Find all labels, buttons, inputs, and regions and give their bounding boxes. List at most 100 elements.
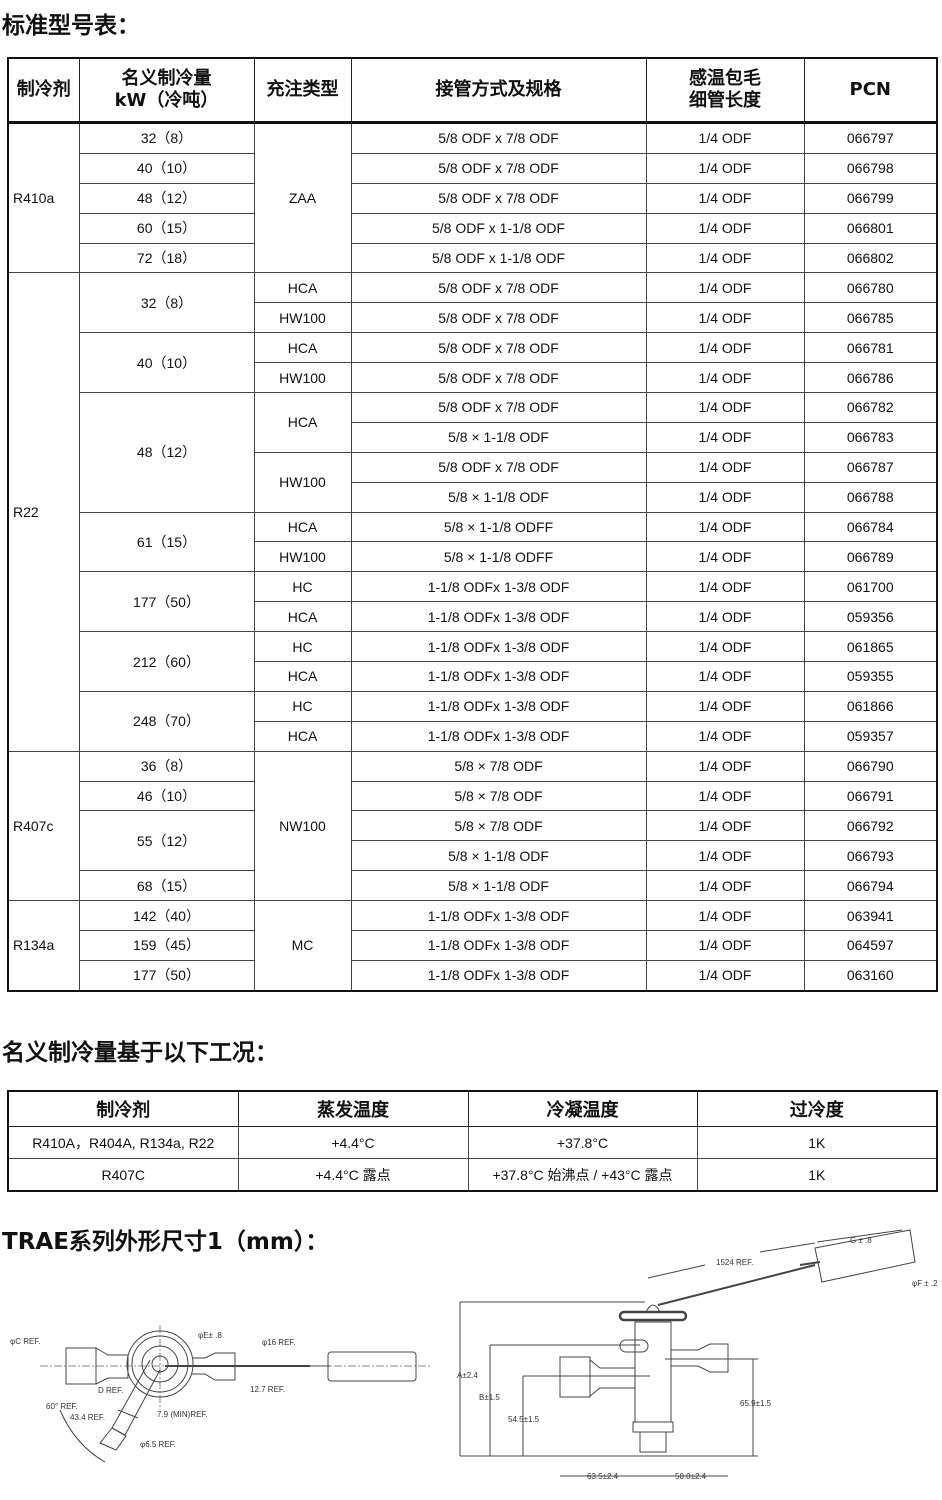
pcn-cell: 059357 bbox=[803, 720, 938, 752]
table-row: HCA 1-1/8 ODFx 1-3/8 ODF 1/4 ODF 059355 bbox=[8, 661, 938, 692]
dim-phi-16: φ16 REF. bbox=[262, 1338, 296, 1347]
table-row: HW100 5/8 ODF x 7/8 ODF 1/4 ODF 066785 bbox=[8, 302, 938, 334]
table-row: 72（18） 5/8 ODF x 1-1/8 ODF 1/4 ODF 066802 bbox=[8, 242, 938, 274]
table-row: HCA 1-1/8 ODFx 1-3/8 ODF 1/4 ODF 059356 bbox=[8, 601, 938, 633]
pcn-cell: 066785 bbox=[803, 302, 938, 334]
connection-cell: 1-1/8 ODFx 1-3/8 ODF bbox=[350, 661, 647, 692]
table-row: HW100 5/8 × 1-1/8 ODFF 1/4 ODF 066789 bbox=[8, 541, 938, 573]
dim-7-9: 7.9 (MIN)REF. bbox=[157, 1410, 208, 1419]
connection-cell: 5/8 × 1-1/8 ODFF bbox=[350, 541, 647, 573]
column-header: 蒸发温度 bbox=[237, 1090, 469, 1127]
capillary-length-cell: 1/4 ODF bbox=[645, 631, 805, 663]
capillary-length-cell: 1/4 ODF bbox=[645, 690, 805, 722]
top-view-drawing: φC REF. φE± .8 φ16 REF. D REF. 12.7 REF.… bbox=[10, 1325, 430, 1463]
pcn-cell: 066782 bbox=[803, 392, 938, 423]
capillary-length-cell: 1/4 ODF bbox=[645, 362, 805, 394]
table-row: R410a 32（8） ZAA 5/8 ODF x 7/8 ODF 1/4 ODF 066… bbox=[7, 121, 938, 274]
table-row: 177（50） HC 1-1/8 ODFx 1-3/8 ODF 1/4 ODF 0617… bbox=[8, 571, 938, 633]
capillary-length-cell: 1/4 ODF bbox=[645, 242, 805, 274]
dim-phi-f: φF ± .2 bbox=[912, 1279, 938, 1288]
capillary-length-cell: 1/4 ODF bbox=[645, 272, 805, 304]
capacity-cell: 40（10） bbox=[78, 332, 255, 394]
pcn-cell: 066786 bbox=[803, 362, 938, 394]
connection-cell: 1-1/8 ODFx 1-3/8 ODF bbox=[350, 720, 647, 752]
capillary-length-cell: 1/4 ODF bbox=[645, 870, 805, 902]
connection-cell: 5/8 × 1-1/8 ODF bbox=[350, 481, 647, 513]
column-header: 名义制冷量 kW（冷吨） bbox=[78, 57, 255, 124]
capillary-length-cell: 1/4 ODF bbox=[645, 212, 805, 244]
table-row: 61（15） HCA 5/8 × 1-1/8 ODFF 1/4 ODF 066784 bbox=[8, 511, 938, 573]
connection-cell: 5/8 × 7/8 ODF bbox=[350, 780, 647, 812]
connection-cell: 5/8 ODF x 1-1/8 ODF bbox=[350, 212, 647, 244]
pcn-cell: 063941 bbox=[803, 900, 938, 932]
capillary-length-cell: 1/4 ODF bbox=[645, 571, 805, 603]
charge-type-cell: HCA bbox=[253, 272, 352, 304]
dim-phi-c: φC REF. bbox=[10, 1337, 41, 1346]
table-row: 212（60） HC 1-1/8 ODFx 1-3/8 ODF 1/4 ODF 0618… bbox=[8, 631, 938, 692]
pcn-cell: 066783 bbox=[803, 421, 938, 453]
table-row: 40（10） 5/8 ODF x 7/8 ODF 1/4 ODF 066798 bbox=[8, 152, 938, 184]
condition-cell: +37.8°C 始沸点 / +43°C 露点 bbox=[467, 1158, 698, 1192]
capillary-length-cell: 1/4 ODF bbox=[645, 840, 805, 872]
condition-cell: R407C bbox=[7, 1158, 239, 1192]
capacity-cell: 68（15） bbox=[78, 870, 255, 902]
connection-cell: 5/8 ODF x 1-1/8 ODF bbox=[350, 242, 647, 274]
condition-cell: +4.4°C 露点 bbox=[237, 1158, 469, 1192]
condition-cell: 1K bbox=[696, 1126, 938, 1159]
connection-cell: 5/8 ODF x 7/8 ODF bbox=[350, 182, 647, 214]
charge-type-cell: HC bbox=[253, 690, 352, 722]
charge-type-cell: MC bbox=[253, 900, 352, 992]
connection-cell: 5/8 ODF x 7/8 ODF bbox=[350, 122, 647, 154]
capillary-length-cell: 1/4 ODF bbox=[645, 451, 805, 483]
table-row: 55（12） 5/8 × 7/8 ODF 1/4 ODF 066792 bbox=[8, 810, 938, 872]
pcn-cell: 059355 bbox=[803, 661, 938, 692]
table-row: 46（10） 5/8 × 7/8 ODF 1/4 ODF 066791 bbox=[8, 780, 938, 812]
capillary-length-cell: 1/4 ODF bbox=[645, 511, 805, 543]
pcn-cell: 066791 bbox=[803, 780, 938, 812]
capacity-cell: 177（50） bbox=[78, 571, 255, 633]
charge-type-cell: HC bbox=[253, 571, 352, 603]
dim-angle-60: 60° REF. bbox=[46, 1402, 78, 1411]
connection-cell: 5/8 × 7/8 ODF bbox=[350, 750, 647, 782]
table-row: R134a 142（40） MC 1-1/8 ODFx 1-3/8 ODF 1/4 OD… bbox=[7, 900, 938, 992]
connection-cell: 5/8 ODF x 7/8 ODF bbox=[350, 451, 647, 483]
pcn-cell: 059356 bbox=[803, 601, 938, 633]
refrigerant-cell: R22 bbox=[7, 272, 80, 752]
table-row: HW100 5/8 ODF x 7/8 ODF 1/4 ODF 066787 bbox=[8, 451, 938, 513]
capillary-length-cell: 1/4 ODF bbox=[645, 810, 805, 842]
dim-b: B±1.5 bbox=[479, 1393, 500, 1402]
connection-cell: 1-1/8 ODFx 1-3/8 ODF bbox=[350, 930, 647, 961]
refrigerant-cell: R410a bbox=[7, 121, 80, 274]
connection-cell: 5/8 × 1-1/8 ODFF bbox=[350, 511, 647, 543]
capacity-cell: 142（40） bbox=[78, 900, 255, 932]
standard-models-table: 制冷剂 名义制冷量 kW（冷吨） 充注类型 接管方式及规格 感温包毛 细管长度 PCN R… bbox=[7, 57, 938, 992]
dim-g: G ± .8 bbox=[850, 1236, 872, 1245]
dim-phi-e: φE± .8 bbox=[198, 1331, 222, 1340]
table-row: 5/8 × 1-1/8 ODF 1/4 ODF 066783 bbox=[8, 421, 938, 453]
charge-type-cell: HW100 bbox=[253, 451, 352, 513]
charge-type-cell: HCA bbox=[253, 661, 352, 692]
pcn-cell: 066781 bbox=[803, 332, 938, 364]
dim-d-ref: D REF. bbox=[98, 1386, 123, 1395]
pcn-cell: 066788 bbox=[803, 481, 938, 513]
table-row: 40（10） HCA 5/8 ODF x 7/8 ODF 1/4 ODF 066781 bbox=[8, 332, 938, 394]
column-header: 过冷度 bbox=[696, 1090, 938, 1127]
capillary-length-cell: 1/4 ODF bbox=[645, 900, 805, 932]
table-row: R22 32（8） HCA 5/8 ODF x 7/8 ODF 1/4 ODF 06678… bbox=[7, 272, 938, 752]
pcn-cell: 066790 bbox=[803, 750, 938, 782]
capillary-length-cell: 1/4 ODF bbox=[645, 182, 805, 214]
pcn-cell: 061865 bbox=[803, 631, 938, 663]
capacity-cell: 46（10） bbox=[78, 780, 255, 812]
conditions-heading: 名义制冷量基于以下工况： bbox=[2, 1040, 278, 1066]
dim-43-4: 43.4 REF. bbox=[70, 1413, 105, 1422]
capillary-length-cell: 1/4 ODF bbox=[645, 152, 805, 184]
table-row: 159（45） 1-1/8 ODFx 1-3/8 ODF 1/4 ODF 064597 bbox=[8, 930, 938, 961]
condition-cell: 1K bbox=[696, 1158, 938, 1192]
table-row: HW100 5/8 ODF x 7/8 ODF 1/4 ODF 066786 bbox=[8, 362, 938, 394]
connection-cell: 1-1/8 ODFx 1-3/8 ODF bbox=[350, 959, 647, 992]
connection-cell: 5/8 ODF x 7/8 ODF bbox=[350, 302, 647, 334]
pcn-cell: 066799 bbox=[803, 182, 938, 214]
connection-cell: 1-1/8 ODFx 1-3/8 ODF bbox=[350, 631, 647, 663]
capacity-cell: 72（18） bbox=[78, 242, 255, 274]
dim-63-5: 63.5±2.4 bbox=[587, 1472, 619, 1481]
